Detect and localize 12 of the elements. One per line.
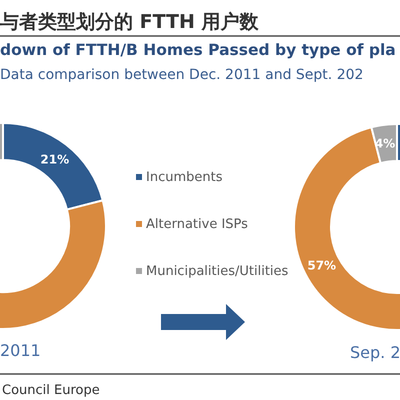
text: 2011 <box>0 341 41 360</box>
data-label: 21% <box>40 152 70 166</box>
text: down of FTTH/B Homes Passed by type of pla <box>0 41 396 59</box>
text: Sep. 2 <box>350 343 400 362</box>
text: Council Europe <box>2 383 100 398</box>
data-label: 57% <box>307 258 336 273</box>
legend-label: Alternative ISPs <box>146 217 248 232</box>
legend-label: Incumbents <box>146 170 223 185</box>
legend-label: Municipalities/Utilities <box>146 264 289 279</box>
data-label: 4% <box>374 136 396 150</box>
text: Data comparison between Dec. 2011 and Sept. 202 <box>0 67 364 83</box>
text: 与者类型划分的 FTTH 用户数 <box>0 11 260 33</box>
